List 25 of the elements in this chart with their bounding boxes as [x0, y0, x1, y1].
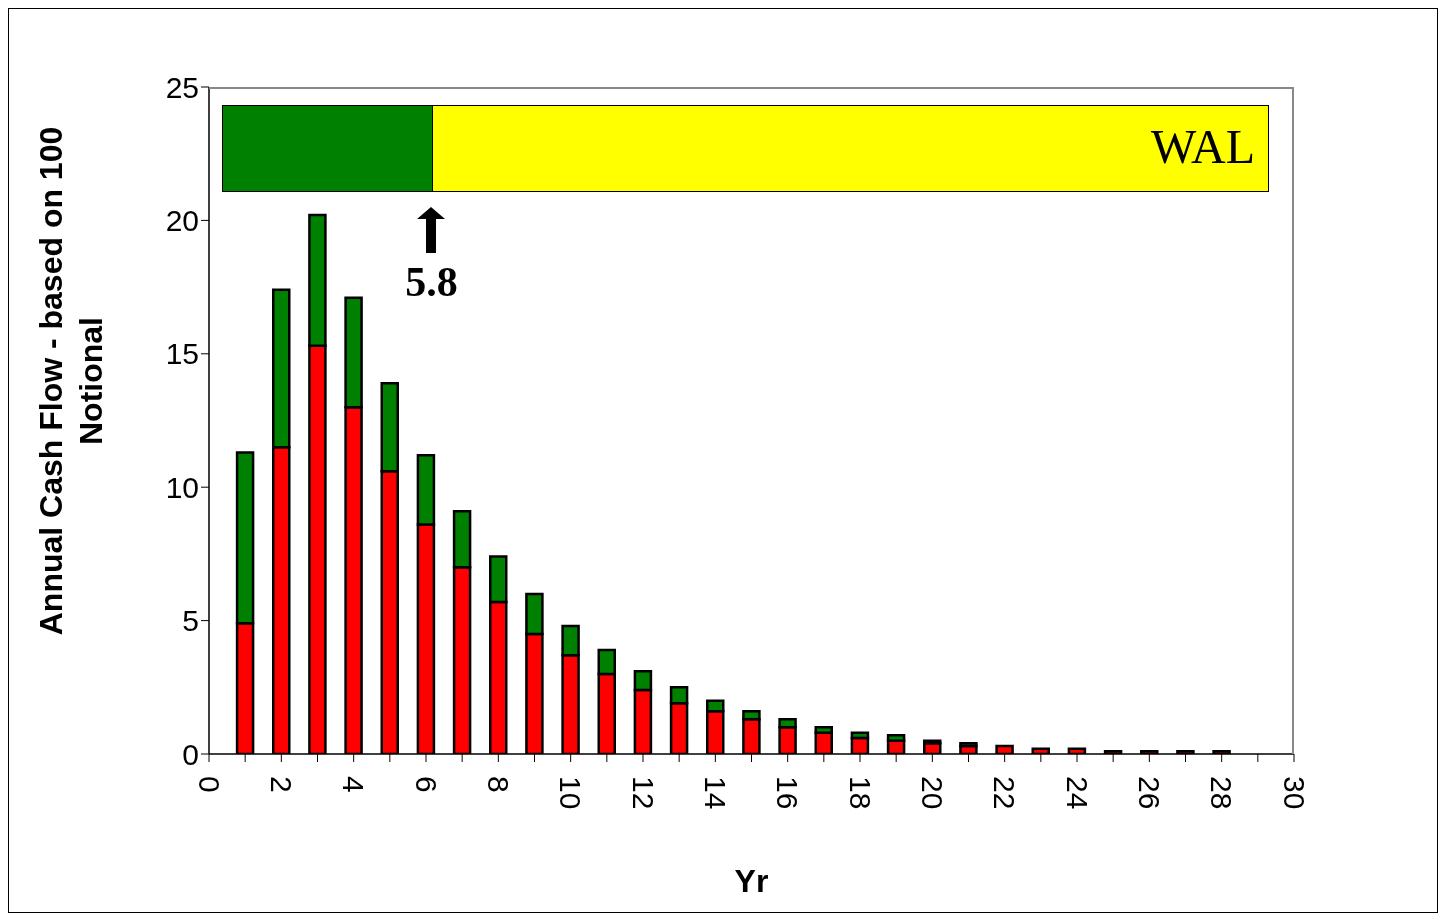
x-tick-label: 26: [1132, 776, 1166, 810]
y-tick-label: 25: [165, 70, 199, 104]
x-tick-label: 30: [1277, 776, 1311, 810]
annotation: WAL: [1151, 119, 1256, 175]
x-tick-label: 8: [481, 776, 515, 793]
y-tick-label: 20: [165, 204, 199, 238]
x-tick-label: 22: [988, 776, 1022, 810]
x-tick-label: 20: [915, 776, 949, 810]
y-tick-label: 0: [182, 737, 199, 771]
x-tick-label: 24: [1060, 776, 1094, 810]
x-tick-label: 18: [843, 776, 877, 810]
y-tick-label: 5: [182, 604, 199, 638]
x-tick-label: 28: [1205, 776, 1239, 810]
x-tick-label: 4: [337, 776, 371, 793]
annotation: 5.8: [404, 257, 459, 306]
y-tick-label: 15: [165, 337, 199, 371]
x-tick-label: 16: [771, 776, 805, 810]
x-tick-label: 2: [264, 776, 298, 793]
x-axis-title: Yr: [734, 863, 769, 899]
x-tick-label: 6: [409, 776, 443, 793]
x-tick-label: 10: [554, 776, 588, 810]
y-tick-label: 10: [165, 470, 199, 504]
x-tick-label: 12: [626, 776, 660, 810]
x-tick-label: 14: [698, 776, 732, 810]
y-axis-title: Annual Cash Flow - based on 100 Notional: [32, 125, 110, 637]
